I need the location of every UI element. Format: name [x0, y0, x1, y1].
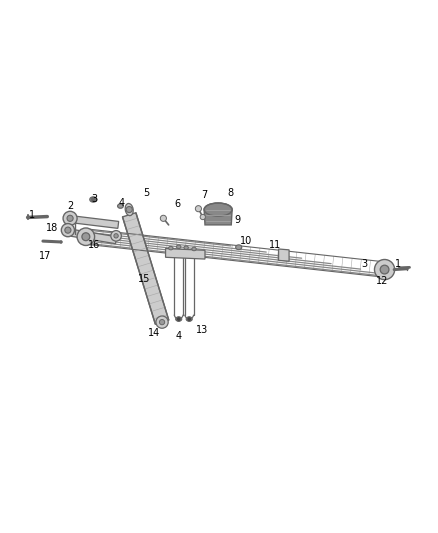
Ellipse shape	[125, 204, 133, 216]
Ellipse shape	[90, 197, 97, 202]
Polygon shape	[166, 248, 205, 259]
Circle shape	[65, 227, 71, 233]
Text: 17: 17	[39, 251, 51, 261]
Ellipse shape	[192, 247, 196, 251]
Circle shape	[380, 265, 389, 274]
Circle shape	[63, 211, 77, 225]
Circle shape	[91, 197, 95, 201]
Text: 4: 4	[118, 198, 124, 208]
Text: 12: 12	[376, 276, 388, 286]
Text: 6: 6	[175, 199, 181, 209]
Text: 8: 8	[227, 188, 233, 198]
Circle shape	[67, 215, 73, 221]
Ellipse shape	[186, 317, 192, 321]
Polygon shape	[71, 229, 117, 244]
Text: 3: 3	[361, 260, 367, 269]
Circle shape	[156, 316, 168, 328]
Text: 15: 15	[138, 274, 150, 284]
Circle shape	[111, 231, 121, 241]
Text: 3: 3	[91, 193, 97, 204]
Text: 1: 1	[29, 210, 35, 220]
Ellipse shape	[117, 204, 124, 208]
Ellipse shape	[236, 245, 242, 249]
Ellipse shape	[176, 317, 182, 321]
Text: 5: 5	[144, 188, 150, 198]
Text: 1: 1	[395, 260, 401, 269]
Text: 9: 9	[235, 215, 241, 225]
Circle shape	[374, 260, 395, 280]
Ellipse shape	[169, 246, 173, 250]
Circle shape	[114, 233, 118, 238]
Circle shape	[195, 206, 201, 212]
Text: 11: 11	[269, 240, 281, 251]
Polygon shape	[71, 216, 119, 228]
Ellipse shape	[177, 245, 181, 248]
Circle shape	[82, 233, 90, 241]
Polygon shape	[279, 249, 289, 261]
Circle shape	[160, 215, 166, 221]
Circle shape	[200, 214, 205, 220]
Circle shape	[159, 319, 165, 325]
Text: 4: 4	[176, 330, 182, 341]
Circle shape	[187, 317, 191, 321]
Text: 18: 18	[46, 223, 59, 233]
Text: 7: 7	[201, 190, 208, 200]
Ellipse shape	[184, 246, 188, 249]
Circle shape	[177, 317, 181, 321]
Circle shape	[77, 228, 95, 246]
Ellipse shape	[204, 203, 232, 216]
Polygon shape	[204, 209, 232, 225]
Text: 2: 2	[67, 201, 73, 212]
Polygon shape	[123, 213, 169, 324]
Text: 10: 10	[240, 236, 252, 246]
Circle shape	[61, 223, 74, 237]
Text: 14: 14	[148, 328, 160, 338]
Circle shape	[126, 206, 132, 213]
Text: 16: 16	[88, 240, 100, 251]
Text: 13: 13	[196, 325, 208, 335]
